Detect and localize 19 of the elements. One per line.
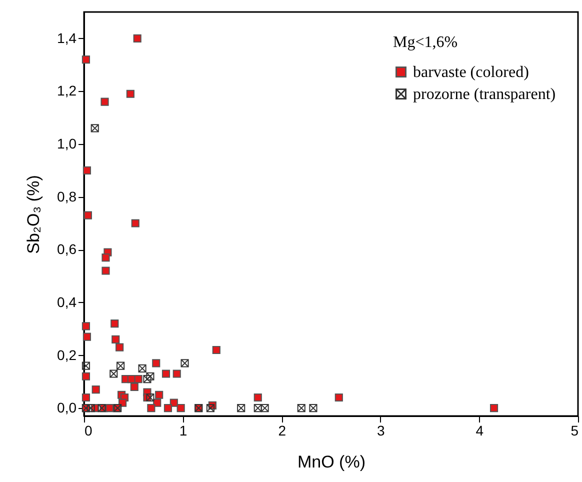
x-tick-label: 3 (377, 422, 385, 438)
y-axis-title: Sb₂O₃ (%) (24, 175, 44, 254)
legend-label: prozorne (transparent) (413, 86, 556, 103)
x-tick-label: 4 (476, 422, 484, 438)
y-tick-label: 0,0 (57, 400, 77, 416)
x-tick-label: 0 (84, 422, 92, 438)
y-tick-label: 1,0 (57, 136, 77, 152)
legend-label: barvaste (colored) (413, 64, 529, 81)
legend-title: Mg<1,6% (393, 34, 458, 51)
x-axis-title: MnO (%) (298, 452, 366, 472)
y-tick-label: 0,4 (57, 294, 77, 310)
x-tick-label: 5 (570, 422, 579, 438)
x-tick-label: 1 (179, 422, 188, 438)
y-tick-label: 0,6 (57, 241, 77, 258)
y-tick-label: 1,4 (57, 30, 77, 46)
y-tick-label: 0,2 (57, 346, 77, 363)
y-tick-label: 0,8 (57, 188, 77, 204)
y-tick-label: 1,2 (57, 82, 77, 99)
x-tick-label: 2 (278, 422, 286, 438)
